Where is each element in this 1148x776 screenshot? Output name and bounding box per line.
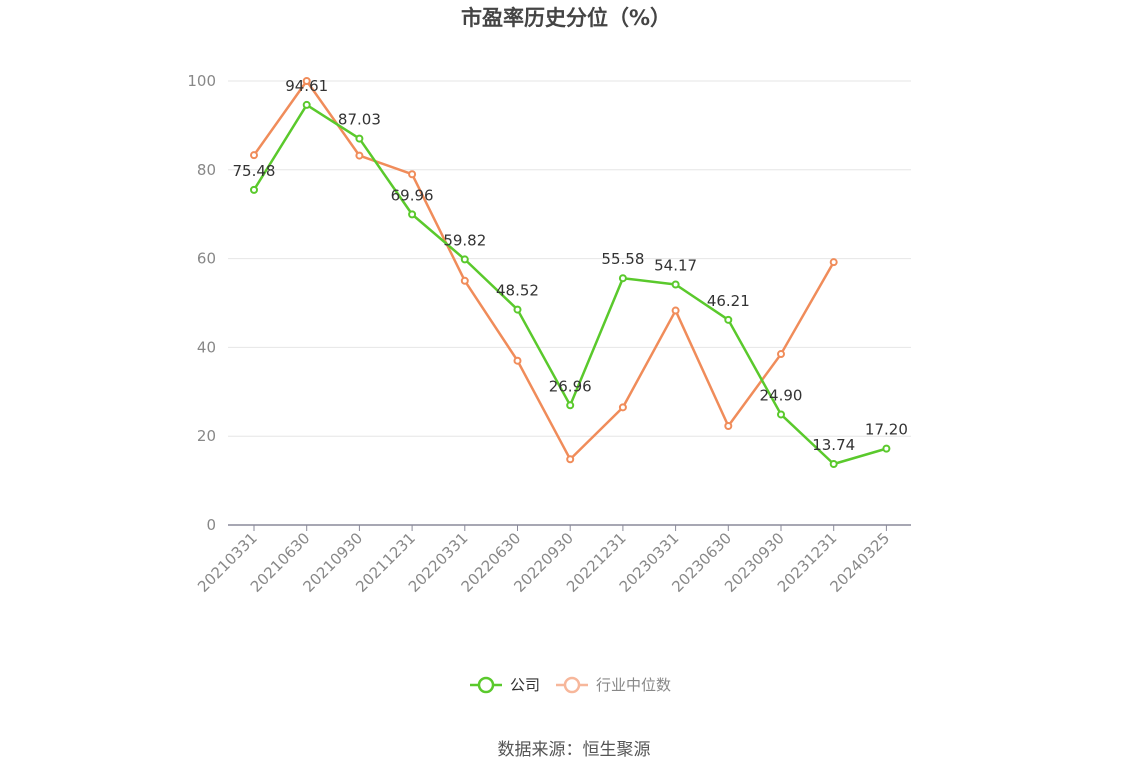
- data-label: 48.52: [496, 282, 539, 300]
- data-label: 46.21: [707, 292, 750, 310]
- data-point[interactable]: [302, 100, 311, 109]
- x-axis: 2021033120210630202109302021123120220331…: [194, 524, 911, 596]
- y-axis: 0 20 40 60 80 100: [187, 72, 216, 534]
- data-label: 24.90: [760, 386, 803, 404]
- data-point[interactable]: [618, 403, 627, 412]
- series-line-0: [252, 103, 887, 466]
- data-label: 87.03: [338, 111, 381, 129]
- data-point[interactable]: [408, 170, 417, 179]
- data-label: 17.20: [865, 421, 908, 439]
- data-label: 13.74: [812, 436, 855, 454]
- data-point[interactable]: [724, 315, 733, 324]
- legend-item-1[interactable]: 行业中位数: [556, 676, 671, 694]
- data-label: 75.48: [233, 162, 276, 180]
- data-label: 94.61: [285, 77, 328, 95]
- data-point[interactable]: [777, 350, 785, 359]
- data-point[interactable]: [408, 210, 417, 219]
- y-tick-label: 40: [197, 338, 216, 356]
- data-label: 54.17: [654, 256, 697, 274]
- series-line-1: [252, 79, 835, 461]
- data-point[interactable]: [302, 77, 311, 85]
- legend-label: 公司: [510, 676, 540, 694]
- data-point[interactable]: [513, 356, 522, 365]
- data-point[interactable]: [566, 455, 575, 464]
- legend-item-0[interactable]: 公司: [470, 676, 540, 694]
- legend-label: 行业中位数: [596, 676, 671, 694]
- data-point[interactable]: [829, 258, 838, 267]
- data-point[interactable]: [777, 410, 785, 419]
- data-point[interactable]: [724, 421, 733, 430]
- data-label: 59.82: [443, 231, 486, 249]
- y-tick-label: 60: [197, 250, 216, 268]
- data-point[interactable]: [250, 185, 258, 194]
- data-point[interactable]: [566, 401, 575, 410]
- y-tick-label: 80: [197, 161, 216, 179]
- data-label: 26.96: [549, 377, 592, 395]
- data-point[interactable]: [250, 151, 258, 160]
- chart-title: 市盈率历史分位（%）: [461, 6, 671, 30]
- data-point[interactable]: [618, 274, 627, 283]
- data-point[interactable]: [355, 151, 364, 160]
- legend-marker: [477, 676, 495, 694]
- legend-marker: [563, 676, 581, 694]
- data-point[interactable]: [671, 306, 680, 315]
- grid: [228, 80, 911, 437]
- data-point[interactable]: [460, 255, 469, 264]
- data-point[interactable]: [460, 276, 469, 285]
- y-tick-label: 100: [187, 72, 216, 90]
- y-tick-label: 0: [206, 516, 216, 534]
- source-note: 数据来源：恒生聚源: [498, 740, 651, 760]
- data-point[interactable]: [671, 280, 680, 289]
- data-point[interactable]: [513, 305, 522, 314]
- data-label: 69.96: [391, 186, 434, 204]
- y-tick-label: 20: [197, 427, 216, 445]
- legend[interactable]: 公司 行业中位数: [470, 676, 671, 694]
- data-point[interactable]: [355, 134, 364, 143]
- data-label: 55.58: [601, 250, 644, 268]
- data-labels: 75.48 94.61 87.03 69.96 59.82 48.52 26.96 55.58…: [233, 77, 908, 454]
- series-area: [250, 77, 891, 468]
- data-point[interactable]: [882, 444, 891, 453]
- data-point[interactable]: [829, 459, 838, 468]
